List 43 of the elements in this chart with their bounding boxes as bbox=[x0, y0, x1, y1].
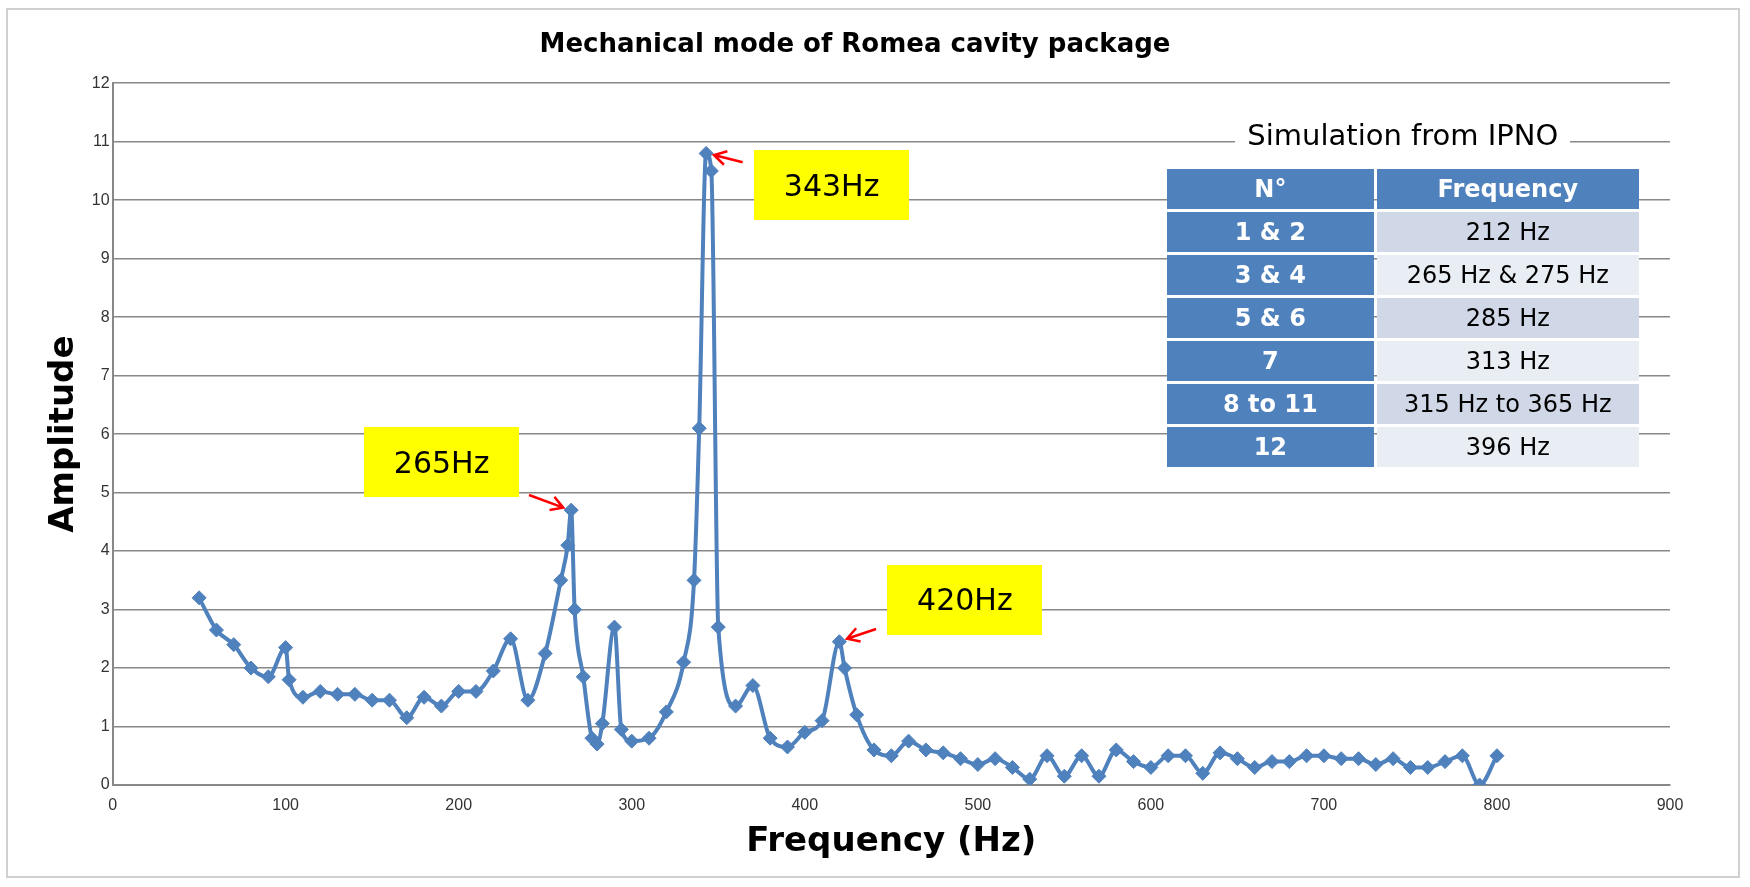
y-tick-label: 11 bbox=[92, 132, 110, 150]
y-tick-label: 0 bbox=[100, 775, 110, 793]
y-tick-label: 7 bbox=[100, 366, 110, 384]
annotation: 313 Hz bbox=[1376, 341, 1639, 382]
annotation: N° bbox=[1166, 169, 1374, 210]
chart-title: Mechanical mode of Romea cavity package bbox=[539, 28, 1171, 59]
annotation: 3 & 4 bbox=[1166, 255, 1374, 296]
x-tick-label: 100 bbox=[272, 796, 300, 814]
y-tick-label: 4 bbox=[100, 541, 110, 559]
y-tick-label: 9 bbox=[100, 249, 110, 267]
x-tick-label: 900 bbox=[1656, 796, 1684, 814]
x-tick-label: 300 bbox=[618, 796, 646, 814]
annotation: 343Hz bbox=[754, 150, 910, 221]
y-tick-label: 3 bbox=[100, 599, 110, 617]
y-tick-label: 10 bbox=[91, 190, 110, 208]
annotation: 265Hz bbox=[364, 427, 520, 498]
annotation: 7 bbox=[1166, 341, 1374, 382]
annotation: 8 to 11 bbox=[1166, 384, 1374, 425]
annotation: 420Hz bbox=[887, 564, 1043, 635]
y-tick-label: 8 bbox=[100, 307, 110, 325]
annotation: Frequency bbox=[1376, 169, 1639, 210]
annotation: 12 bbox=[1166, 427, 1374, 468]
annotation: 1 & 2 bbox=[1166, 212, 1374, 253]
annotation: 285 Hz bbox=[1376, 298, 1639, 339]
annotation: 5 & 6 bbox=[1166, 298, 1374, 339]
y-tick-label: 5 bbox=[100, 482, 110, 500]
y-tick-label: 2 bbox=[100, 658, 110, 676]
y-tick-label: 12 bbox=[91, 73, 110, 91]
annotation: 396 Hz bbox=[1376, 427, 1639, 468]
annotation: 315 Hz to 365 Hz bbox=[1376, 384, 1639, 425]
y-tick-label: 6 bbox=[100, 424, 110, 442]
x-tick-label: 200 bbox=[445, 796, 473, 814]
annotation: 265 Hz & 275 Hz bbox=[1376, 255, 1639, 296]
x-tick-label: 800 bbox=[1483, 796, 1511, 814]
x-tick-label: 400 bbox=[791, 796, 819, 814]
annotation: 212 Hz bbox=[1376, 212, 1639, 253]
x-axis-title: Frequency (Hz) bbox=[746, 819, 1037, 860]
y-axis-title: Amplitude bbox=[41, 335, 82, 533]
x-tick-label: 500 bbox=[964, 796, 992, 814]
x-tick-label: 600 bbox=[1137, 796, 1165, 814]
x-tick-label: 700 bbox=[1310, 796, 1338, 814]
annotation: Simulation from IPNO bbox=[1235, 118, 1571, 153]
y-tick-label: 1 bbox=[100, 716, 110, 734]
